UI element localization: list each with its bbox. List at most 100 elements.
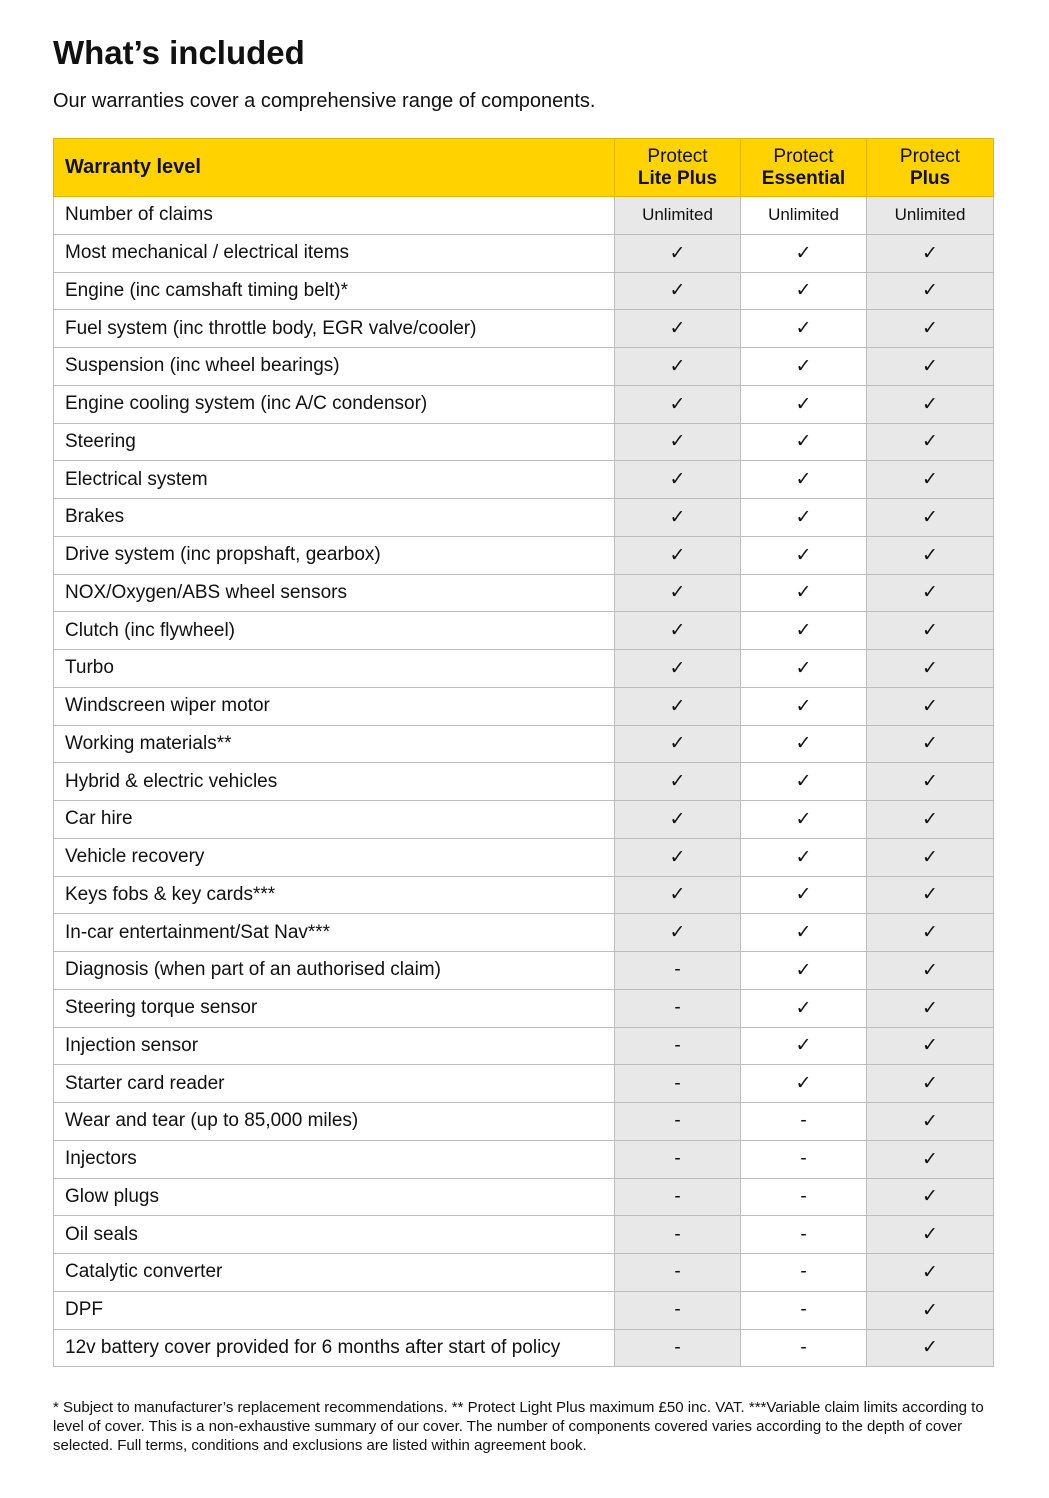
check-icon: ✓ [740,1064,867,1103]
row-label: Brakes [53,498,615,537]
table-row: Wear and tear (up to 85,000 miles) - - ✓ [53,1102,994,1141]
table-row: Working materials** ✓ ✓ ✓ [53,724,994,764]
column-header-line1: Protect [647,145,708,167]
not-included-dash: - [614,1064,741,1103]
row-label: Number of claims [53,196,615,235]
check-icon: ✓ [740,498,867,537]
row-label: Injection sensor [53,1026,615,1066]
check-icon: ✓ [866,762,994,801]
column-header-line1: Protect [899,145,961,167]
check-icon: ✓ [614,573,741,613]
check-icon: ✓ [614,649,741,688]
row-label: Working materials** [53,724,615,764]
not-included-dash: - [614,988,741,1028]
not-included-dash: - [740,1177,867,1217]
check-icon: ✓ [614,535,741,575]
row-label: Diagnosis (when part of an authorised cl… [53,951,615,990]
row-label: Glow plugs [53,1177,615,1217]
check-icon: ✓ [740,535,867,575]
column-header-plus: Protect Plus [866,138,994,197]
column-header-line1: Protect [773,145,834,167]
not-included-dash: - [614,1139,741,1179]
row-label: Injectors [53,1139,615,1179]
row-label: Car hire [53,800,615,839]
row-label: DPF [53,1290,615,1330]
not-included-dash: - [614,951,741,990]
check-icon: ✓ [614,384,741,424]
check-icon: ✓ [740,271,867,311]
not-included-dash: - [740,1139,867,1179]
check-icon: ✓ [866,1139,994,1179]
check-icon: ✓ [740,875,867,915]
check-icon: ✓ [614,460,741,499]
check-icon: ✓ [614,422,741,462]
check-icon: ✓ [614,686,741,726]
table-row: Most mechanical / electrical items ✓ ✓ ✓ [53,233,994,273]
row-label: Most mechanical / electrical items [53,233,615,273]
not-included-dash: - [614,1328,741,1368]
check-icon: ✓ [866,800,994,839]
check-icon: ✓ [866,460,994,499]
not-included-dash: - [740,1290,867,1330]
check-icon: ✓ [614,309,741,348]
table-row: Injection sensor - ✓ ✓ [53,1026,994,1066]
cell-value: Unlimited [740,196,867,235]
row-label: NOX/Oxygen/ABS wheel sensors [53,573,615,613]
row-label: Fuel system (inc throttle body, EGR valv… [53,309,615,348]
check-icon: ✓ [740,762,867,801]
table-row: Windscreen wiper motor ✓ ✓ ✓ [53,686,994,726]
table-row: Keys fobs & key cards*** ✓ ✓ ✓ [53,875,994,915]
check-icon: ✓ [740,611,867,650]
table-row: Clutch (inc flywheel) ✓ ✓ ✓ [53,611,994,650]
table-row: 12v battery cover provided for 6 months … [53,1328,994,1368]
row-label: Steering torque sensor [53,988,615,1028]
row-label: Suspension (inc wheel bearings) [53,347,615,386]
row-label: Clutch (inc flywheel) [53,611,615,650]
table-row: In-car entertainment/Sat Nav*** ✓ ✓ ✓ [53,913,994,952]
check-icon: ✓ [866,988,994,1028]
column-header-essential: Protect Essential [740,138,867,197]
check-icon: ✓ [866,1253,994,1292]
not-included-dash: - [740,1215,867,1254]
check-icon: ✓ [866,1215,994,1254]
check-icon: ✓ [866,1064,994,1103]
table-row: Electrical system ✓ ✓ ✓ [53,460,994,499]
check-icon: ✓ [866,1102,994,1141]
check-icon: ✓ [866,837,994,877]
cell-value: Unlimited [866,196,994,235]
check-icon: ✓ [866,309,994,348]
check-icon: ✓ [740,233,867,273]
check-icon: ✓ [740,913,867,952]
not-included-dash: - [740,1102,867,1141]
check-icon: ✓ [614,347,741,386]
check-icon: ✓ [866,913,994,952]
table-row: Steering ✓ ✓ ✓ [53,422,994,462]
row-label: In-car entertainment/Sat Nav*** [53,913,615,952]
table-row: Engine (inc camshaft timing belt)* ✓ ✓ ✓ [53,271,994,311]
row-label: Vehicle recovery [53,837,615,877]
row-label: Engine (inc camshaft timing belt)* [53,271,615,311]
check-icon: ✓ [740,1026,867,1066]
check-icon: ✓ [614,800,741,839]
table-row: Turbo ✓ ✓ ✓ [53,649,994,688]
check-icon: ✓ [866,498,994,537]
not-included-dash: - [740,1328,867,1368]
not-included-dash: - [614,1290,741,1330]
table-row: Oil seals - - ✓ [53,1215,994,1254]
table-row: Drive system (inc propshaft, gearbox) ✓ ✓ ✓ [53,535,994,575]
not-included-dash: - [614,1215,741,1254]
check-icon: ✓ [866,384,994,424]
row-label: Steering [53,422,615,462]
row-label: Turbo [53,649,615,688]
footnote: * Subject to manufacturer’s replacement … [53,1399,984,1454]
check-icon: ✓ [740,422,867,462]
check-icon: ✓ [740,347,867,386]
check-icon: ✓ [866,951,994,990]
check-icon: ✓ [866,1328,994,1368]
row-label: Windscreen wiper motor [53,686,615,726]
check-icon: ✓ [740,309,867,348]
column-header-lite-plus: Protect Lite Plus [614,138,741,197]
check-icon: ✓ [740,573,867,613]
check-icon: ✓ [614,724,741,764]
table-row: Suspension (inc wheel bearings) ✓ ✓ ✓ [53,347,994,386]
